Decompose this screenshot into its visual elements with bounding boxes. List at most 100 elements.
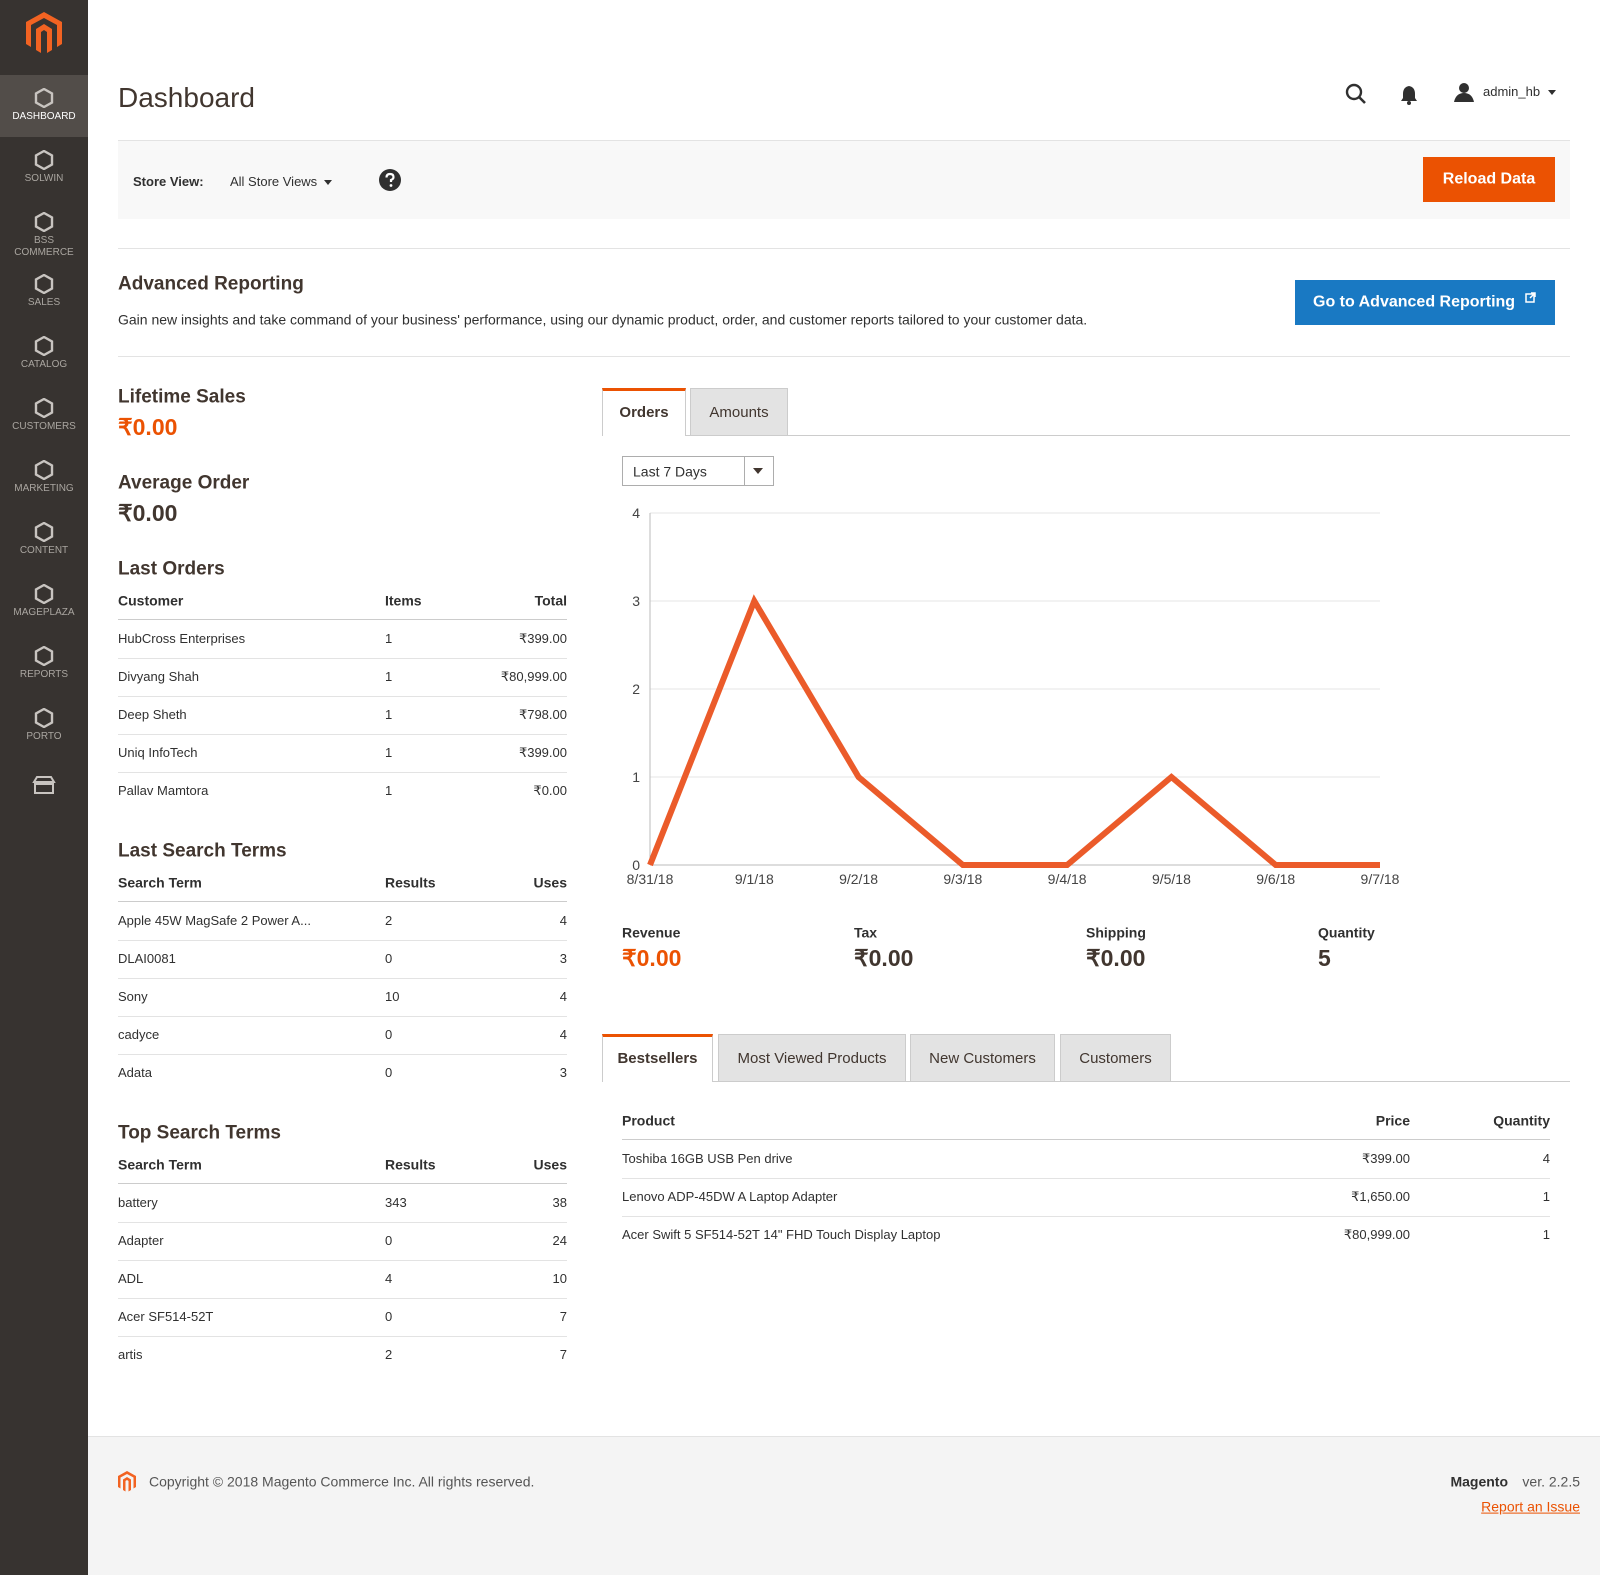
nav-icon <box>34 398 54 418</box>
table-cell: 4 <box>559 989 567 1005</box>
table-cell: 4 <box>385 1271 393 1287</box>
total-label: Tax <box>854 924 878 941</box>
nav-icon <box>34 88 54 108</box>
notifications-icon[interactable] <box>1400 85 1418 105</box>
tab[interactable] <box>1060 1034 1171 1082</box>
column-header: Search Term <box>118 1156 202 1173</box>
total-value: ₹0.00 <box>1086 945 1146 972</box>
row-divider <box>118 658 567 659</box>
table-cell: 0 <box>385 1309 393 1325</box>
reload-label[interactable]: Reload Data <box>1442 170 1536 188</box>
nav-icon <box>34 708 54 728</box>
tab[interactable] <box>602 1034 713 1082</box>
nav-item[interactable]: CATALOG <box>20 359 68 370</box>
tab-label[interactable]: Amounts <box>709 404 769 421</box>
footer <box>88 1436 1600 1575</box>
store-view-select[interactable]: All Store Views <box>230 174 318 190</box>
total-value: ₹0.00 <box>622 945 682 972</box>
table-cell: 4 <box>559 913 567 929</box>
advanced-reporting-label[interactable]: Go to Advanced Reporting <box>1313 293 1516 311</box>
table-cell: Sony <box>118 989 148 1005</box>
table-cell: 10 <box>385 989 400 1005</box>
nav-item[interactable]: MARKETING <box>14 483 74 494</box>
row-divider <box>118 1336 567 1337</box>
line <box>647 594 1380 868</box>
row-divider <box>118 696 567 697</box>
y-tick-label: 2 <box>632 681 640 697</box>
table-title: Top Search Terms <box>118 1122 281 1144</box>
table-cell: artis <box>118 1347 143 1363</box>
row-divider <box>118 1183 567 1184</box>
table-cell: 1 <box>385 707 393 723</box>
table-cell: Uniq InfoTech <box>118 745 198 761</box>
table-cell: 4 <box>559 1027 567 1043</box>
table-cell: 10 <box>552 1271 567 1287</box>
table-cell: 343 <box>385 1195 407 1211</box>
nav-icon[interactable] <box>32 776 56 794</box>
tab-label[interactable]: Customers <box>1079 1050 1152 1067</box>
nav-item[interactable]: CUSTOMERS <box>12 421 76 432</box>
reload-button[interactable] <box>1423 157 1555 202</box>
nav-item[interactable]: REPORTS <box>19 669 69 680</box>
x-tick-label: 9/7/18 <box>1361 871 1400 887</box>
nav-item[interactable]: CONTENT <box>19 545 69 556</box>
logo[interactable] <box>26 12 62 54</box>
select-divider <box>744 456 745 486</box>
user-arrow <box>1548 90 1556 95</box>
tab-label[interactable]: Most Viewed Products <box>737 1050 887 1067</box>
column-header: Items <box>385 592 422 609</box>
tab[interactable] <box>602 388 686 436</box>
tab-label[interactable]: New Customers <box>929 1050 1036 1067</box>
total-value: 5 <box>1318 945 1331 972</box>
y-tick-label: 4 <box>632 505 640 521</box>
table-cell: 3 <box>559 1065 567 1081</box>
nav-icon <box>34 460 54 480</box>
nav-icon <box>34 274 54 294</box>
user-icon[interactable] <box>1454 82 1474 102</box>
nav-item[interactable]: BSS COMMERCE <box>14 235 74 258</box>
report-link[interactable]: Report an Issue <box>1481 1498 1580 1515</box>
tab[interactable] <box>690 388 788 436</box>
table-title: Last Search Terms <box>118 840 287 862</box>
nav-item[interactable]: SOLWIN <box>24 173 64 184</box>
x-tick-label: 9/3/18 <box>943 871 982 887</box>
table-cell: ₹399.00 <box>1361 1151 1410 1167</box>
brand: Magento <box>1450 1473 1508 1490</box>
tab[interactable] <box>910 1034 1055 1082</box>
advanced-reporting-button[interactable] <box>1295 280 1555 325</box>
row-divider <box>118 901 567 902</box>
stat-value: ₹0.00 <box>118 414 178 441</box>
table-cell: 2 <box>385 913 393 929</box>
nav-item[interactable]: MAGEPLAZA <box>13 607 75 618</box>
sidebar <box>0 0 88 1575</box>
table-cell: DLAI0081 <box>118 951 176 967</box>
nav-item[interactable]: DASHBOARD <box>12 111 76 122</box>
nav-item[interactable]: SALES <box>27 297 61 308</box>
row-divider <box>622 1178 1550 1179</box>
table-cell: cadyce <box>118 1027 160 1043</box>
nav-icon <box>34 150 54 170</box>
period-select[interactable] <box>622 456 774 486</box>
tab-label[interactable]: Orders <box>619 404 669 421</box>
table-cell: 0 <box>385 1065 393 1081</box>
x-tick-label: 9/5/18 <box>1152 871 1191 887</box>
total-label: Quantity <box>1318 924 1375 941</box>
table-cell: Deep Sheth <box>118 707 187 723</box>
row-divider <box>118 978 567 979</box>
tab-label[interactable]: Bestsellers <box>617 1050 698 1067</box>
x-tick-label: 9/4/18 <box>1048 871 1087 887</box>
nav-item[interactable]: PORTO <box>26 731 62 742</box>
help-icon[interactable] <box>379 169 401 191</box>
table-cell: ₹0.00 <box>533 783 567 799</box>
period-label[interactable]: Last 7 Days <box>633 463 707 480</box>
row-divider <box>118 734 567 735</box>
search-icon[interactable] <box>1345 83 1367 105</box>
row-divider <box>622 1139 1550 1140</box>
tab[interactable] <box>718 1034 906 1082</box>
page-title: Dashboard <box>118 82 255 114</box>
table-cell: 0 <box>385 1027 393 1043</box>
store-arrow <box>324 180 332 185</box>
table-cell: battery <box>118 1195 158 1211</box>
copyright: Copyright © 2018 Magento Commerce Inc. A… <box>149 1473 535 1490</box>
tabs-line <box>602 435 1570 436</box>
